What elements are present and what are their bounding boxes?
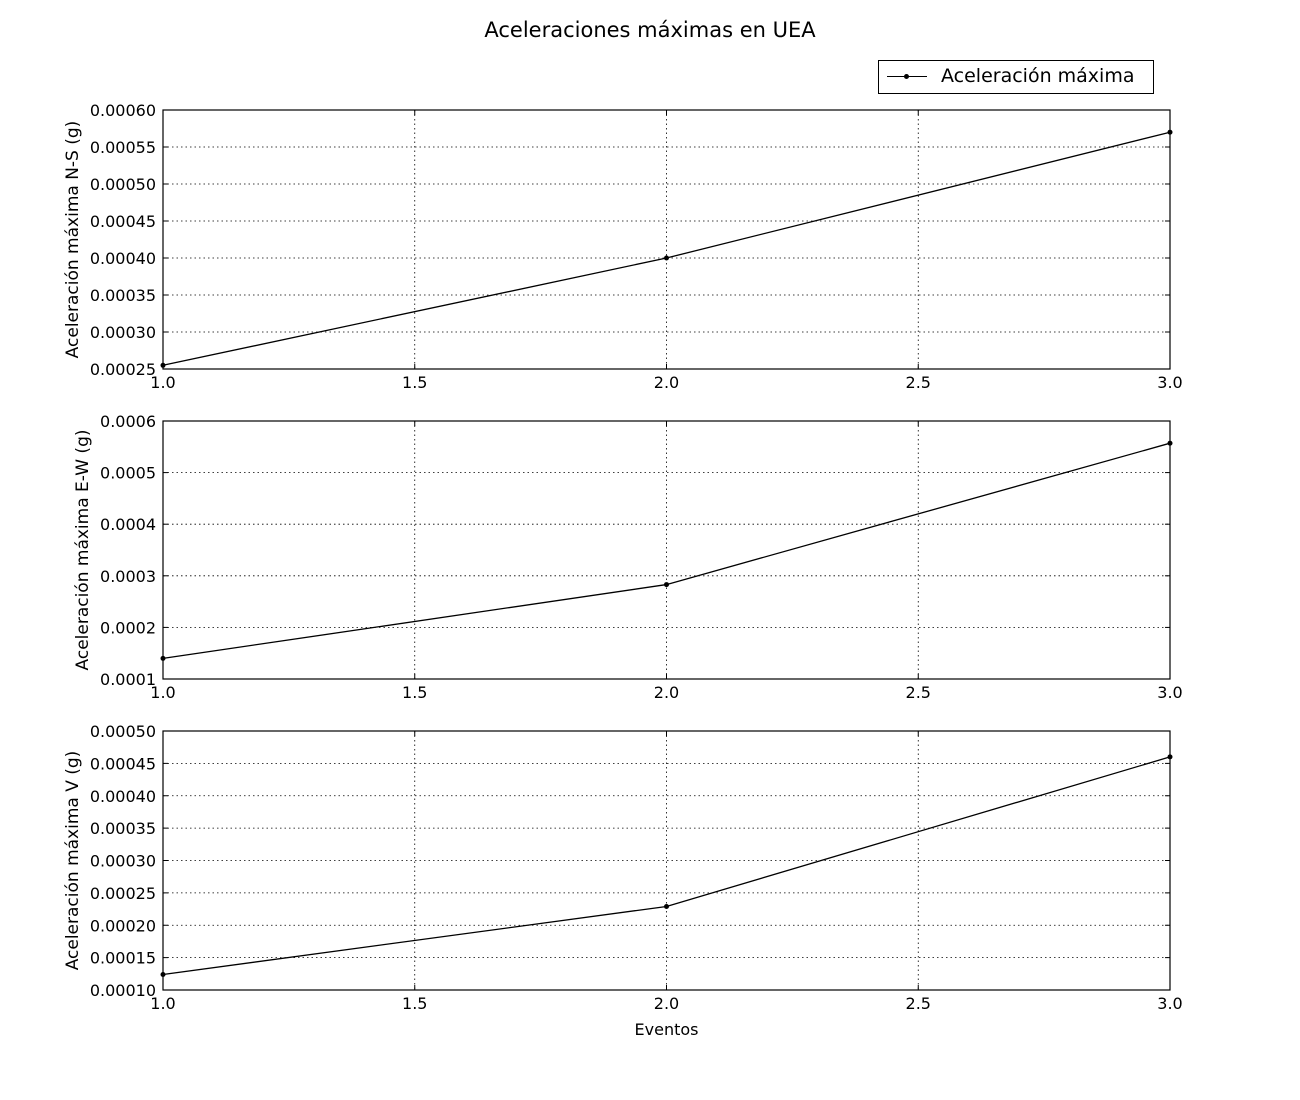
chart-panel-2: 1.0 1.5 2.0 2.5 3.0 0.0001 0.0002 0.0003 0.0004 0… xyxy=(73,412,1183,702)
y-tick-label: 0.0002 xyxy=(100,618,156,637)
data-point xyxy=(664,255,669,261)
x-tick-label: 1.0 xyxy=(150,373,175,392)
y-tick-label: 0.00015 xyxy=(90,949,156,968)
x-tick-label: 2.5 xyxy=(906,683,931,702)
x-tick-label: 1.0 xyxy=(150,683,175,702)
legend-marker-icon xyxy=(904,74,909,79)
x-tick-label: 2.0 xyxy=(654,994,679,1013)
y-tick-label: 0.0006 xyxy=(100,412,156,431)
y-tick-label: 0.00055 xyxy=(90,138,156,157)
x-tick-label: 3.0 xyxy=(1157,994,1182,1013)
y-tick-label: 0.00025 xyxy=(90,884,156,903)
x-axis-label: Eventos xyxy=(635,1020,699,1039)
y-tick-label: 0.00035 xyxy=(90,819,156,838)
data-point xyxy=(1167,754,1173,760)
y-tick-label: 0.00040 xyxy=(90,787,156,806)
y-axis-label: Aceleración máxima N-S (g) xyxy=(63,121,83,359)
y-tick-label: 0.00030 xyxy=(90,852,156,871)
y-tick-label: 0.00060 xyxy=(90,101,156,120)
x-tick-label: 1.5 xyxy=(402,373,427,392)
y-axis-label: Aceleración máxima V (g) xyxy=(63,751,83,971)
data-point xyxy=(160,362,166,368)
x-tick-label: 1.0 xyxy=(150,994,175,1013)
x-tick-label: 3.0 xyxy=(1157,683,1182,702)
x-tick-label: 2.5 xyxy=(906,373,931,392)
axes-frame xyxy=(162,420,1171,680)
x-tick-label: 2.5 xyxy=(906,994,931,1013)
y-tick-label: 0.00035 xyxy=(90,286,156,305)
y-tick-label: 0.0004 xyxy=(100,515,156,534)
y-tick-label: 0.00040 xyxy=(90,249,156,268)
data-point xyxy=(160,655,166,661)
x-tick-label: 2.0 xyxy=(654,373,679,392)
y-tick-label: 0.00030 xyxy=(90,323,156,342)
legend: Aceleración máxima xyxy=(878,60,1154,94)
data-point xyxy=(664,903,669,909)
series-line xyxy=(162,131,1171,366)
x-tick-label: 1.5 xyxy=(402,683,427,702)
data-point xyxy=(160,971,166,977)
y-tick-label: 0.00045 xyxy=(90,212,156,231)
figure-title: Aceleraciones máximas en UEA xyxy=(484,18,816,42)
x-tick-label: 2.0 xyxy=(654,683,679,702)
data-point xyxy=(1167,129,1173,135)
y-tick-label: 0.00025 xyxy=(90,360,156,379)
y-tick-label: 0.00050 xyxy=(90,175,156,194)
axes-frame xyxy=(162,730,1171,991)
y-tick-label: 0.00050 xyxy=(90,722,156,741)
x-tick-label: 1.5 xyxy=(402,994,427,1013)
y-tick-label: 0.00045 xyxy=(90,754,156,773)
x-tick-label: 3.0 xyxy=(1157,373,1182,392)
y-tick-label: 0.0001 xyxy=(100,670,156,689)
y-tick-label: 0.0003 xyxy=(100,567,156,586)
chart-panel-3: 1.0 1.5 2.0 2.5 3.0 0.00010 0.00015 0.00020 0.00… xyxy=(63,722,1183,1039)
chart-panel-1: 1.0 1.5 2.0 2.5 3.0 0.00025 0.00030 0.00035 0.00… xyxy=(63,101,1183,392)
y-tick-label: 0.00020 xyxy=(90,916,156,935)
axes-frame xyxy=(162,109,1171,370)
y-tick-label: 0.0005 xyxy=(100,464,156,483)
y-axis-label: Aceleración máxima E-W (g) xyxy=(73,430,93,671)
legend-label: Aceleración máxima xyxy=(941,65,1135,87)
y-tick-label: 0.00010 xyxy=(90,981,156,1000)
data-point xyxy=(664,582,669,588)
data-point xyxy=(1167,440,1173,446)
